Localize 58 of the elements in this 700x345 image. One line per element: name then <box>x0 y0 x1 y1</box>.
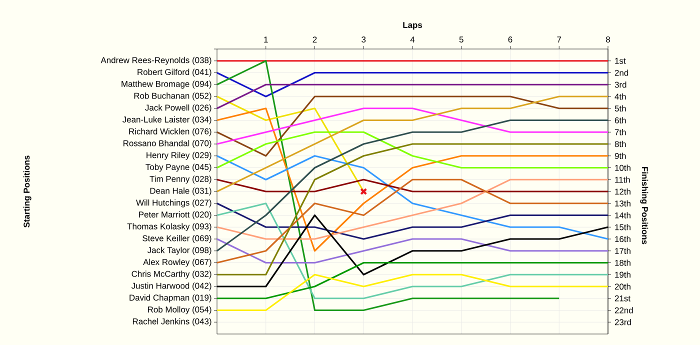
y2-tick-label: 15th <box>615 224 630 230</box>
text: Steve Keiller (069) <box>142 235 212 243</box>
text: Jack Powell (026) <box>145 104 212 112</box>
x-tick-label: 5 <box>459 36 464 42</box>
y2-tick-label: 21st <box>614 295 630 302</box>
text: Thomas Kolasky (093) <box>127 223 212 232</box>
text: Toby Payne (045) <box>146 164 212 172</box>
y2-tick-label: 7th <box>614 129 626 136</box>
text: Henry Riley (029) <box>146 152 212 160</box>
y2-tick-label: 19th <box>615 272 630 278</box>
x-tick-label: 3 <box>362 36 366 42</box>
y2-tick-label: 8th <box>614 140 626 148</box>
x-tick-label: 4 <box>410 36 415 42</box>
text: Matthew Bromage (094) <box>122 80 212 89</box>
text: Will Hutchings (027) <box>136 199 212 208</box>
y2-tick-label: 12th <box>615 188 630 195</box>
y2-tick-label: 17th <box>615 248 630 254</box>
text: Chris McCarthy (032) <box>132 270 212 279</box>
y2-tick-label: 16th <box>615 236 630 242</box>
y2-tick-label: 14th <box>615 212 630 218</box>
x-tick-label: 7 <box>557 36 562 42</box>
text: Tim Penny (028) <box>150 176 212 184</box>
y2-tick-label: 6th <box>614 117 626 124</box>
text: Robert Gilford (041) <box>138 68 212 77</box>
x-tick-label: 1 <box>264 36 268 42</box>
text: Starting Positions <box>23 156 32 228</box>
y2-tick-label: 3rd <box>614 82 626 88</box>
y2-tick-label: 4th <box>614 93 626 100</box>
y2-tick-label: 20th <box>614 283 630 290</box>
text: Andrew Rees-Reynolds (038) <box>100 56 212 65</box>
x-tick-label: 2 <box>312 36 317 42</box>
text: Alex Rowley (067) <box>143 258 212 267</box>
y2-axis-title: Finishing Positions <box>640 167 648 244</box>
text: Jean-Luke Laister (034) <box>122 116 212 124</box>
text: Rachel Jenkins (043) <box>132 318 212 326</box>
text: Richard Wicklen (076) <box>129 128 212 136</box>
y2-tick-label: 23rd <box>614 319 631 326</box>
y2-tick-label: 22nd <box>614 307 633 314</box>
y2-tick-label: 1st <box>615 58 626 64</box>
y2-tick-label: 5th <box>614 105 626 112</box>
y2-tick-label: 18th <box>615 260 630 266</box>
y2-tick-label: 2nd <box>614 70 628 76</box>
y2-tick-label: 9th <box>614 152 626 159</box>
x-tick-label: 6 <box>508 36 512 42</box>
text: Rossano Bhandal (070) <box>124 140 212 148</box>
y2-tick-label: 10th <box>615 164 630 171</box>
x-tick-label: 8 <box>606 36 610 42</box>
text: Rob Molloy (054) <box>148 306 212 314</box>
x-axis-title: Laps <box>403 22 422 30</box>
text: Justin Harwood (042) <box>131 282 212 290</box>
text: David Chapman (019) <box>130 294 212 302</box>
text: Rob Buchanan (052) <box>134 92 212 100</box>
text: Jack Taylor (098) <box>147 246 212 255</box>
line-series <box>216 155 609 240</box>
text: Peter Marriott (020) <box>139 211 212 220</box>
text: Dean Hale (031) <box>150 188 212 196</box>
y2-tick-label: 13th <box>615 200 630 206</box>
y2-tick-label: 11th <box>615 176 630 183</box>
